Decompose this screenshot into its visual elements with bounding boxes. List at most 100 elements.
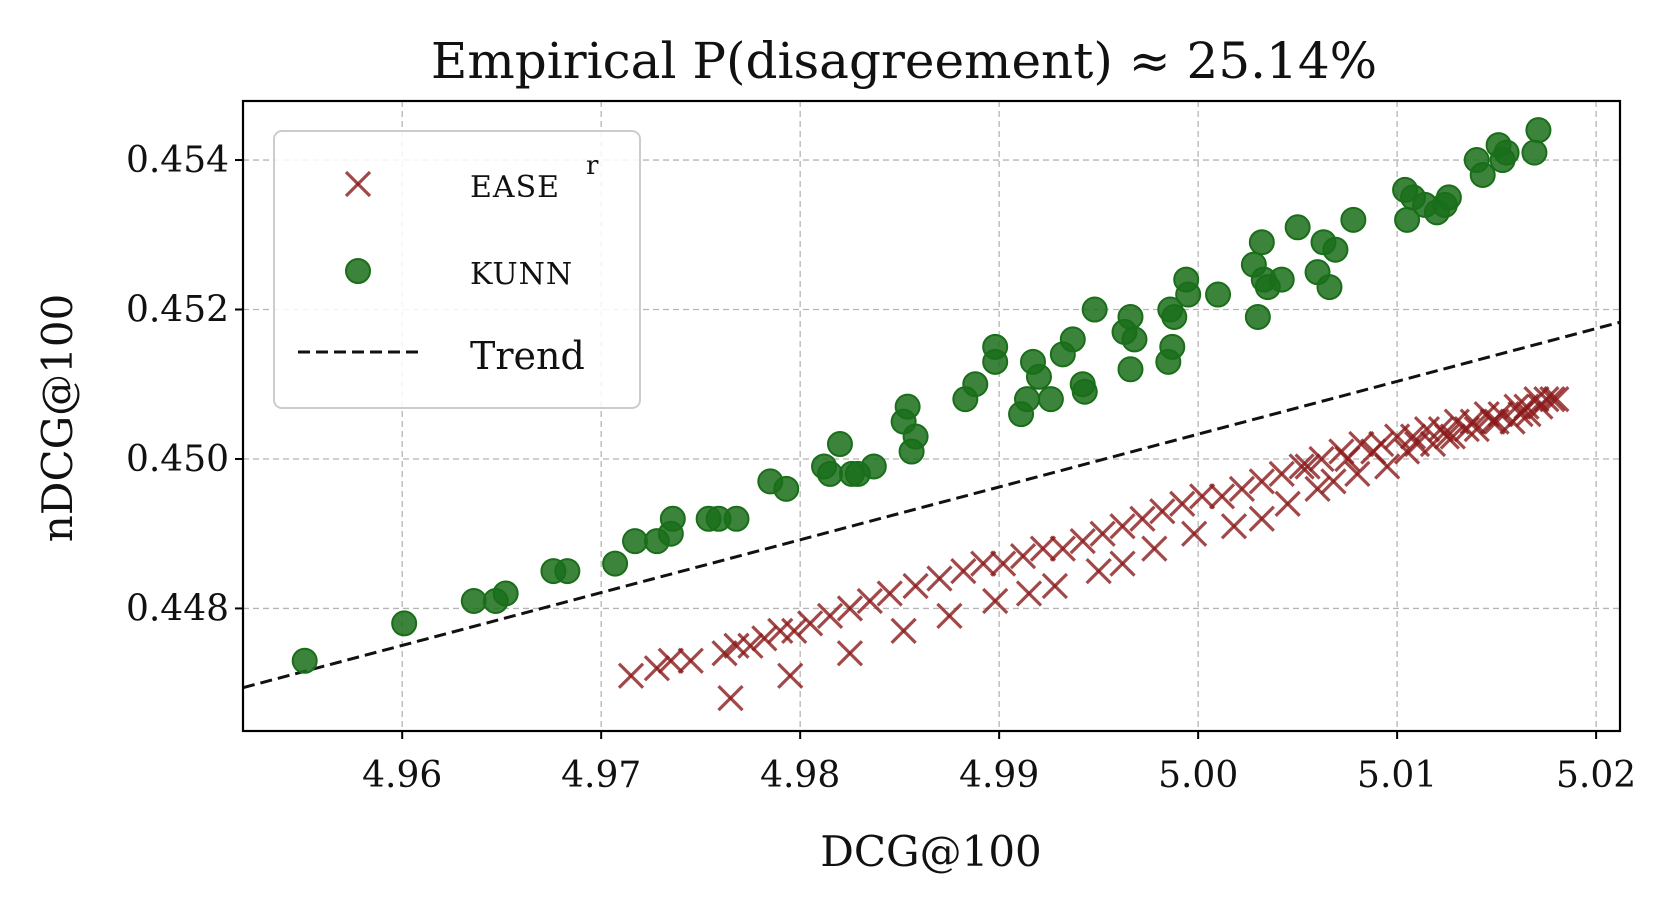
data-point-circle	[1268, 266, 1295, 293]
y-tick-label: 0.450	[126, 439, 229, 480]
legend-label-kunn: KUNN	[470, 257, 573, 292]
data-point-x	[1515, 401, 1542, 428]
data-point-x	[1181, 520, 1208, 547]
data-point-x	[1129, 505, 1156, 532]
data-point-x	[1109, 550, 1136, 577]
data-point-x	[1399, 423, 1427, 450]
data-point-circle	[982, 348, 1009, 375]
data-point-circle	[1525, 117, 1552, 144]
data-point-x	[1439, 423, 1466, 450]
data-point-x	[751, 625, 778, 652]
data-point-circle	[1037, 386, 1064, 413]
data-point-x	[1015, 580, 1043, 607]
data-point-x	[1507, 401, 1534, 428]
trend-line	[242, 320, 1621, 690]
data-point-x	[711, 640, 738, 667]
data-point-x	[1049, 535, 1076, 562]
x-tick-label: 5.02	[1556, 755, 1636, 796]
data-point-x	[982, 587, 1009, 615]
data-point-x	[1069, 528, 1096, 555]
data-point-circle	[1117, 303, 1144, 330]
legend-label-ease: EASE	[470, 170, 560, 205]
x-tick-label: 5.01	[1357, 755, 1437, 796]
data-point-x	[1208, 483, 1236, 510]
data-points	[291, 117, 1570, 712]
data-point-x	[856, 587, 883, 615]
data-point-circle	[1205, 281, 1232, 308]
data-point-x	[781, 617, 808, 644]
data-point-x	[1479, 408, 1506, 435]
data-point-x	[890, 617, 917, 644]
legend-box	[273, 130, 641, 409]
legend-marker-x	[344, 170, 372, 198]
data-point-circle	[659, 505, 686, 532]
y-tick-label: 0.452	[126, 290, 229, 331]
legend-circle-glyph	[345, 258, 371, 284]
y-axis-label: nDCG@100	[33, 294, 82, 543]
data-point-x	[1527, 393, 1554, 420]
data-point-x	[737, 632, 764, 659]
data-point-circle	[1081, 296, 1108, 323]
legend-x-glyph	[344, 170, 372, 198]
data-point-circle	[291, 647, 318, 674]
data-point-x	[1041, 572, 1069, 600]
data-point-x	[1344, 460, 1371, 488]
data-point-circle	[1248, 229, 1275, 256]
legend-label-ease-superscript: r	[586, 151, 599, 181]
data-point-x	[723, 632, 750, 659]
data-point-x	[1274, 490, 1301, 517]
data-point-x	[1463, 415, 1490, 443]
data-point-x	[990, 550, 1017, 577]
trend-line-layer	[242, 320, 1621, 690]
data-point-x	[1503, 393, 1530, 420]
data-point-x	[1089, 520, 1116, 547]
data-point-x	[1539, 386, 1566, 413]
data-point-circle	[554, 558, 581, 585]
y-tick-label: 0.448	[126, 588, 229, 629]
data-point-x	[970, 550, 997, 577]
series-ease	[617, 386, 1570, 712]
data-point-x	[836, 640, 864, 667]
data-point-x	[1543, 386, 1570, 413]
data-point-x	[1009, 542, 1037, 570]
data-point-circle	[826, 431, 853, 458]
data-point-circle	[460, 587, 487, 614]
data-point-circle	[492, 580, 519, 607]
data-point-x	[1141, 535, 1168, 562]
data-point-circle	[1493, 139, 1520, 166]
axis-ticks: 4.96 4.97 4.98 4.99 5.00 5.01 5.02 0.448 0.450 0.…	[126, 140, 1636, 796]
data-point-circle	[602, 550, 629, 577]
data-point-x	[1453, 415, 1480, 443]
data-point-circle	[1014, 386, 1041, 413]
data-point-x	[1188, 483, 1216, 510]
data-point-x	[1169, 490, 1196, 517]
data-point-x	[1403, 430, 1431, 458]
x-tick-label: 4.98	[760, 755, 840, 796]
data-point-x	[1149, 498, 1176, 525]
x-tick-label: 4.96	[362, 755, 442, 796]
legend-item-ease: EASE r	[344, 151, 599, 205]
data-point-circle	[391, 610, 418, 637]
legend-item-trend: Trend	[298, 334, 585, 378]
data-point-circle	[622, 528, 649, 555]
data-point-circle	[1244, 303, 1271, 330]
data-point-x	[1433, 423, 1461, 450]
data-point-circle	[1025, 363, 1052, 390]
data-point-circle	[1435, 184, 1462, 211]
data-point-circle	[962, 371, 989, 398]
data-point-x	[926, 565, 953, 592]
data-point-x	[1228, 475, 1256, 502]
data-point-x	[836, 595, 864, 622]
data-point-x	[1248, 505, 1275, 532]
data-point-circle	[1284, 214, 1311, 241]
data-point-circle	[1521, 139, 1548, 166]
data-point-x	[1294, 453, 1321, 480]
data-point-circle	[773, 475, 800, 502]
chart-title: Empirical P(disagreement) ≈ 25.14%	[431, 32, 1377, 90]
data-point-x	[1320, 468, 1347, 495]
data-point-x	[816, 602, 844, 630]
data-point-x	[717, 684, 744, 712]
data-point-circle	[1159, 333, 1186, 360]
data-point-circle	[1175, 281, 1202, 308]
data-point-circle	[1161, 303, 1188, 330]
